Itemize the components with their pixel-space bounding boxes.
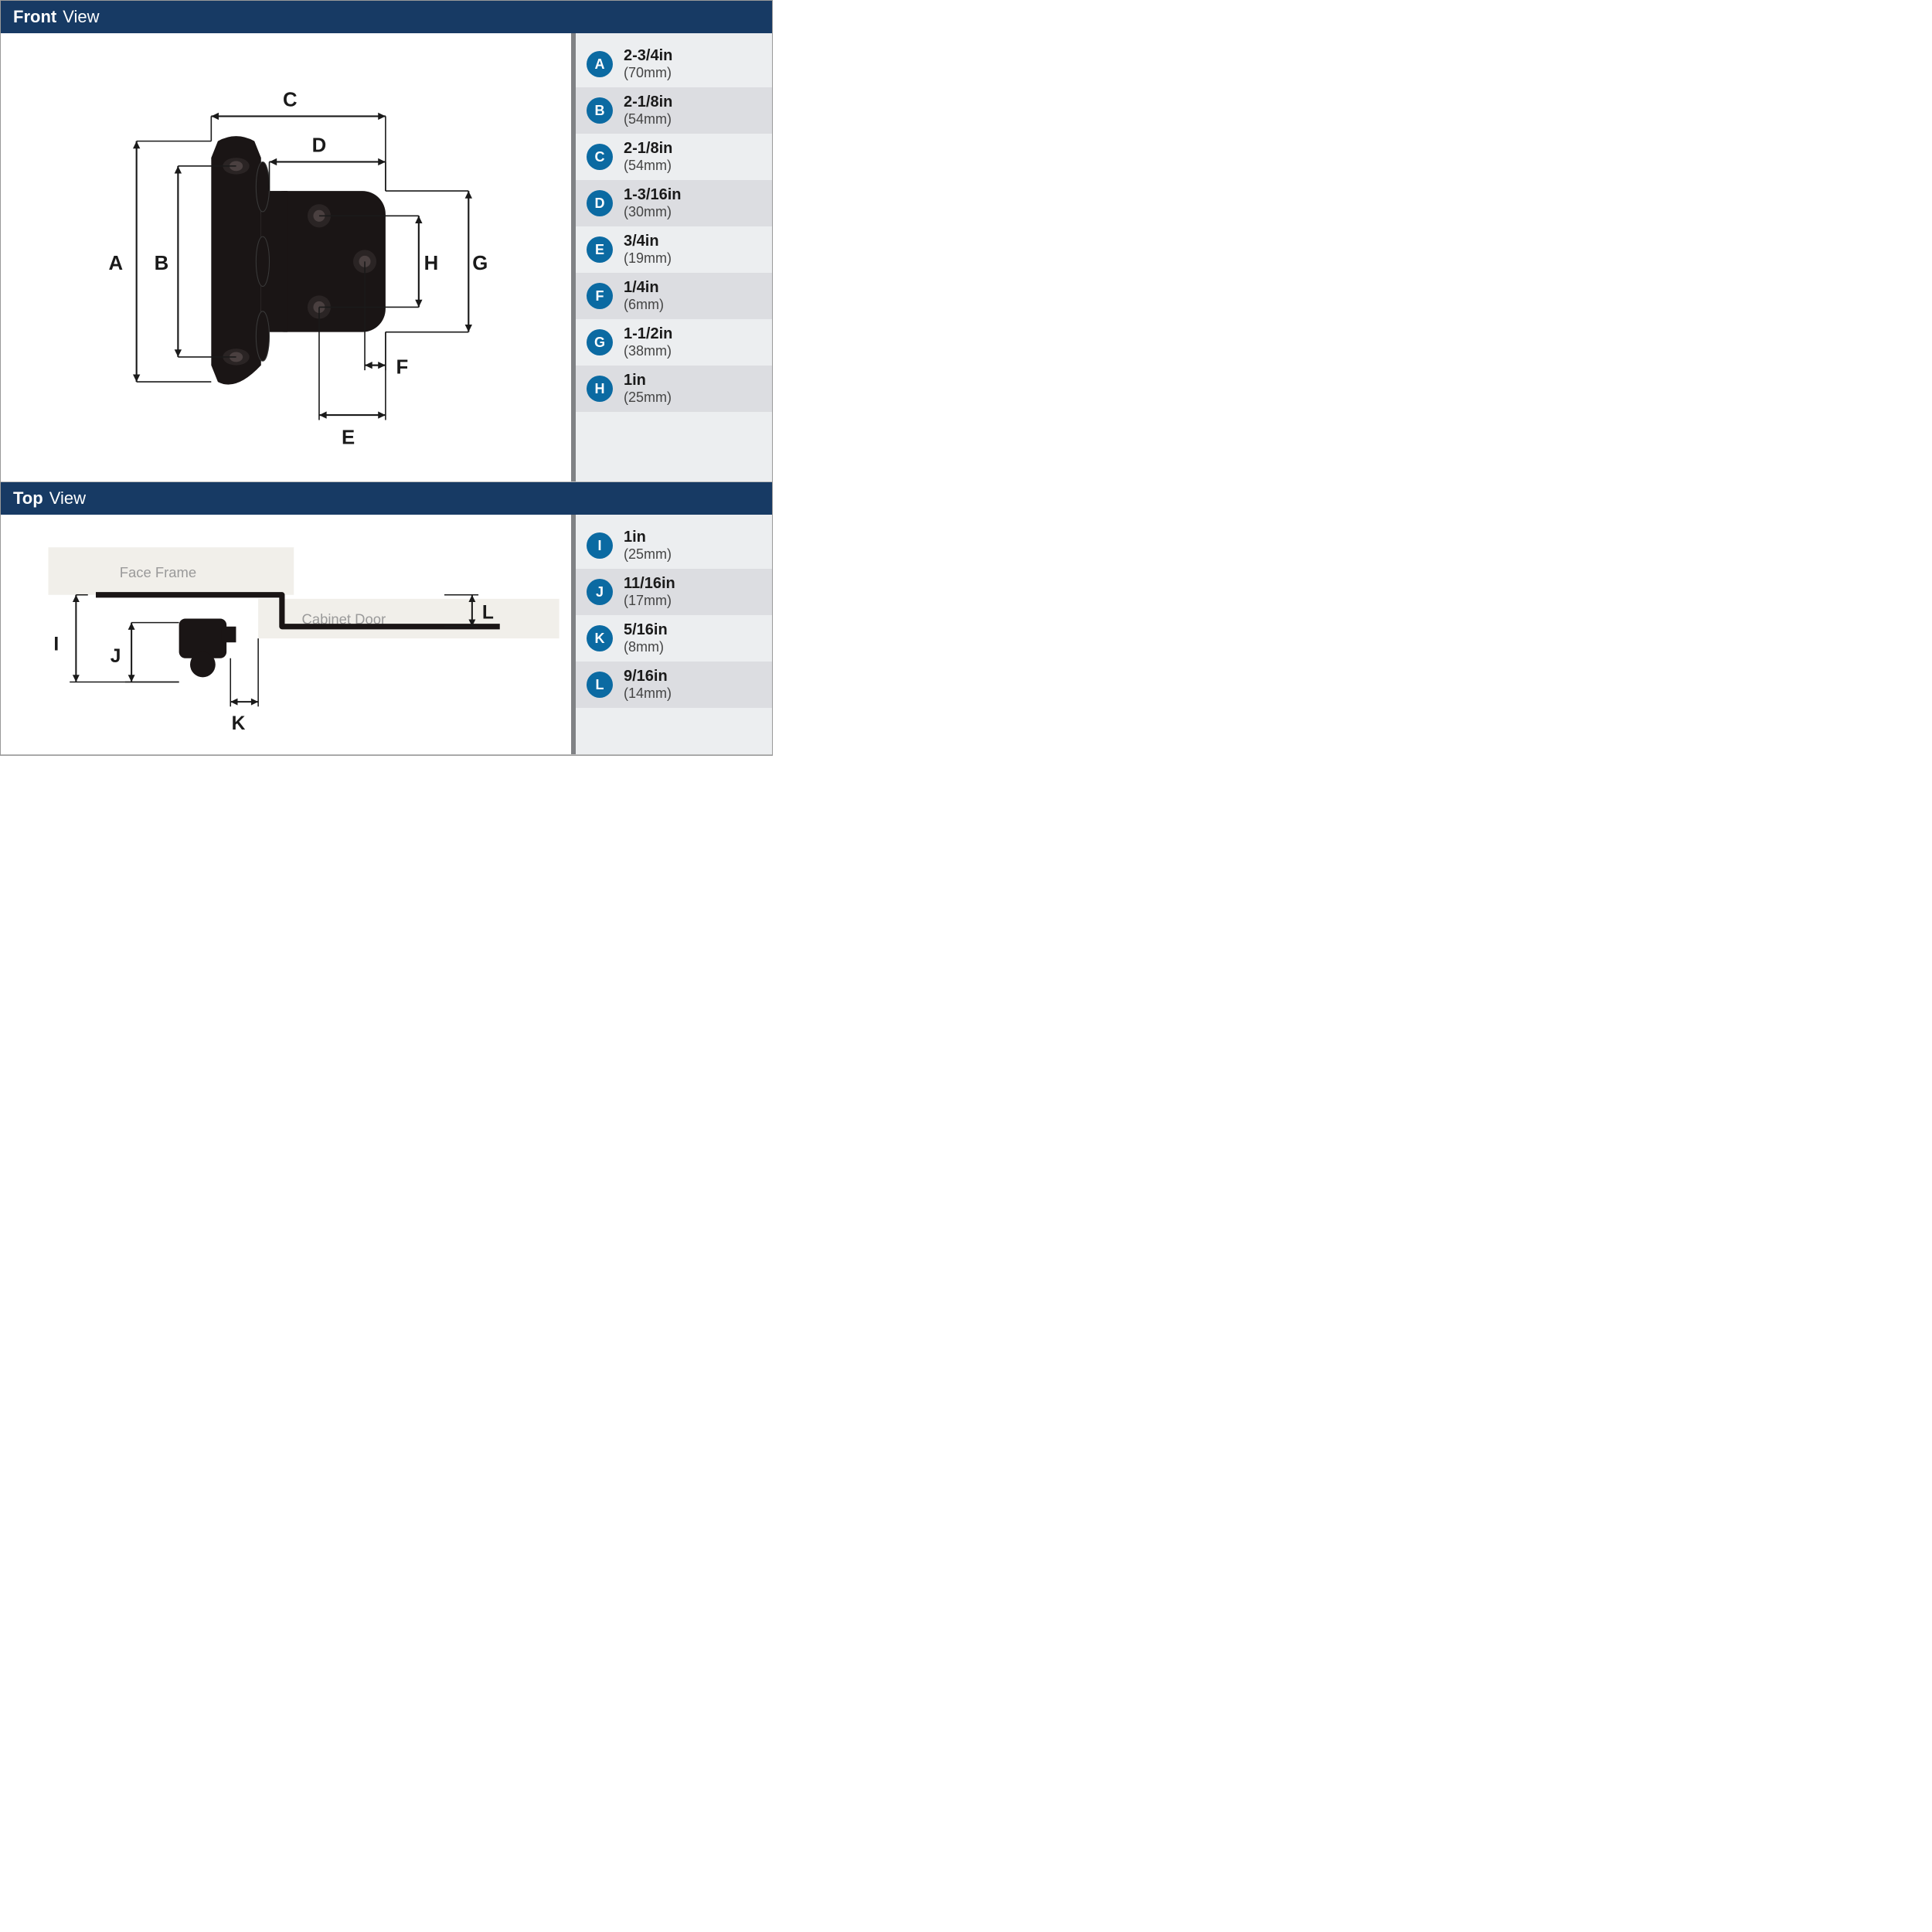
legend-badge: C [587, 144, 613, 170]
legend-value: 1in(25mm) [624, 529, 672, 563]
legend-value: 1in(25mm) [624, 372, 672, 406]
legend-row-J: J 11/16in(17mm) [576, 569, 772, 615]
legend-row-L: L 9/16in(14mm) [576, 662, 772, 708]
legend-badge: F [587, 283, 613, 309]
legend-row-B: B 2-1/8in(54mm) [576, 87, 772, 134]
top-header-light: View [49, 488, 86, 509]
svg-text:H: H [424, 253, 439, 274]
legend-badge: B [587, 97, 613, 124]
legend-value: 5/16in(8mm) [624, 621, 668, 655]
legend-badge: E [587, 236, 613, 263]
legend-badge: D [587, 190, 613, 216]
top-section: Face FrameCabinet DoorIJKL I1in(25mm)J11… [1, 515, 772, 755]
front-header-bold: Front [13, 7, 56, 27]
legend-row-E: E 3/4in(19mm) [576, 226, 772, 273]
legend-row-I: I 1in(25mm) [576, 522, 772, 569]
legend-badge: K [587, 625, 613, 651]
front-legend: A 2-3/4in(70mm) B 2-1/8in(54mm) C 2-1/8in(54m… [571, 33, 772, 481]
legend-value: 2-3/4in(70mm) [624, 47, 672, 81]
legend-value: 11/16in(17mm) [624, 575, 675, 609]
legend-value: 9/16in(14mm) [624, 668, 672, 702]
svg-text:I: I [53, 634, 59, 655]
svg-text:Face Frame: Face Frame [120, 564, 196, 580]
legend-badge: A [587, 51, 613, 77]
legend-row-H: H 1in(25mm) [576, 366, 772, 412]
svg-text:D: D [312, 135, 327, 157]
legend-badge: I [587, 532, 613, 559]
front-section: ABCDGHFE A2-3/4in(70mm)B2-1/8in(54mm)C2-… [1, 33, 772, 482]
svg-text:L: L [482, 603, 494, 624]
legend-value: 2-1/8in(54mm) [624, 94, 672, 128]
legend-value: 1-1/2in(38mm) [624, 325, 672, 359]
svg-text:A: A [109, 253, 124, 274]
legend-row-G: G 1-1/2in(38mm) [576, 319, 772, 366]
top-diagram: Face FrameCabinet DoorIJKL [1, 515, 571, 754]
svg-text:E: E [342, 427, 355, 449]
top-header-bold: Top [13, 488, 43, 509]
legend-value: 1-3/16in(30mm) [624, 186, 681, 220]
top-header: Top View [1, 482, 772, 515]
svg-text:K: K [232, 713, 246, 734]
legend-badge: J [587, 579, 613, 605]
legend-row-F: F 1/4in(6mm) [576, 273, 772, 319]
svg-text:C: C [283, 90, 298, 111]
legend-badge: L [587, 672, 613, 698]
front-header: Front View [1, 1, 772, 33]
svg-text:F: F [396, 356, 408, 378]
front-header-light: View [63, 7, 99, 27]
legend-row-D: D 1-3/16in(30mm) [576, 180, 772, 226]
legend-row-A: A 2-3/4in(70mm) [576, 41, 772, 87]
legend-row-K: K 5/16in(8mm) [576, 615, 772, 662]
legend-value: 3/4in(19mm) [624, 233, 672, 267]
svg-text:B: B [155, 253, 169, 274]
svg-text:J: J [111, 646, 121, 667]
front-diagram: A B C D G H F E [1, 33, 571, 481]
legend-value: 1/4in(6mm) [624, 279, 664, 313]
legend-value: 2-1/8in(54mm) [624, 140, 672, 174]
spec-sheet: Front View ABCDGHFE A2-3/4in(70mm)B2-1/8… [0, 0, 773, 756]
legend-badge: H [587, 376, 613, 402]
legend-badge: G [587, 329, 613, 355]
top-legend: I 1in(25mm) J 11/16in(17mm) K 5/16in(8mm) L 9/1… [571, 515, 772, 754]
svg-text:G: G [472, 253, 488, 274]
legend-row-C: C 2-1/8in(54mm) [576, 134, 772, 180]
